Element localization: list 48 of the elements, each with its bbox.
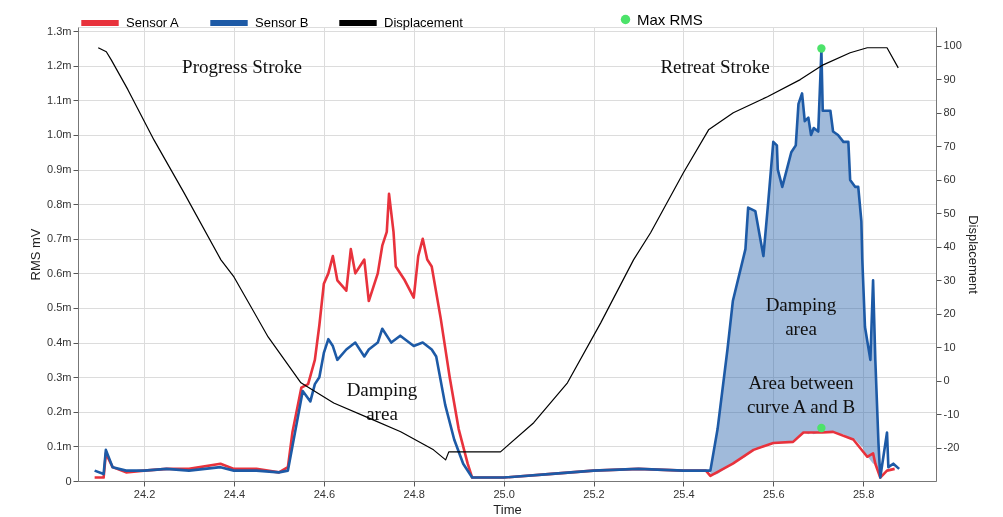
y-tick-label: 0.8m: [47, 197, 72, 210]
y2-tick-label: 80: [943, 106, 956, 119]
y2-tick-label: 40: [943, 240, 956, 253]
y2-tick-label: 60: [943, 173, 956, 186]
y2-tick-label: 70: [943, 139, 956, 152]
y-tick-label: 1.1m: [47, 93, 72, 106]
y-tick-label: 0.7m: [47, 232, 72, 245]
x-tick-label: 25.2: [583, 487, 605, 500]
y2-tick-label: 50: [943, 206, 956, 219]
y-tick-label: 0.2m: [47, 405, 72, 418]
x-tick-label: 25.0: [493, 487, 515, 500]
y2-tick-label: 20: [943, 307, 956, 320]
y2-tick-label: 0: [943, 374, 950, 387]
y2-tick-label: 90: [943, 72, 956, 85]
y-tick-label: 0.1m: [47, 439, 72, 452]
annotation: Damping area: [765, 294, 837, 339]
y2-tick-label: -10: [943, 407, 960, 420]
y-tick-label: 1.0m: [47, 128, 72, 141]
y-axis-title: RMS mV: [28, 228, 44, 281]
y2-tick-label: -20: [943, 441, 960, 454]
y-tick-label: 0.9m: [47, 163, 72, 176]
annotation: Area between curve A and B: [746, 372, 856, 417]
x-tick-label: 24.6: [313, 487, 336, 500]
y2-tick-label: 10: [943, 340, 956, 353]
y2-tick-label: 30: [943, 273, 956, 286]
legend-label: Sensor A: [126, 15, 180, 30]
legend-label: Sensor B: [255, 15, 309, 30]
y-tick-label: 1.3m: [47, 24, 72, 37]
y2-tick-label: 100: [943, 39, 962, 52]
x-tick-label: 24.4: [223, 487, 246, 500]
annotation: Retreat Stroke: [660, 56, 770, 77]
legend-label: Max RMS: [637, 10, 703, 28]
legend-label: Displacement: [384, 15, 464, 30]
y-tick-label: 0: [65, 474, 72, 487]
y-tick-label: 0.4m: [47, 336, 72, 349]
y-tick-label: 0.3m: [47, 370, 72, 383]
y-tick-label: 0.5m: [47, 301, 72, 314]
annotation: Damping area: [346, 379, 418, 424]
annotation: Progress Stroke: [182, 56, 302, 77]
x-tick-label: 25.8: [852, 487, 875, 500]
y-tick-label: 0.6m: [47, 266, 72, 279]
x-tick-label: 25.6: [763, 487, 785, 500]
x-tick-label: 24.8: [403, 487, 425, 500]
x-axis-title: Time: [493, 501, 522, 517]
x-tick-label: 25.4: [673, 487, 695, 500]
y-tick-label: 1.2m: [47, 59, 72, 72]
y2-axis-title: Displacement: [965, 215, 981, 295]
x-tick-label: 24.2: [133, 487, 156, 500]
